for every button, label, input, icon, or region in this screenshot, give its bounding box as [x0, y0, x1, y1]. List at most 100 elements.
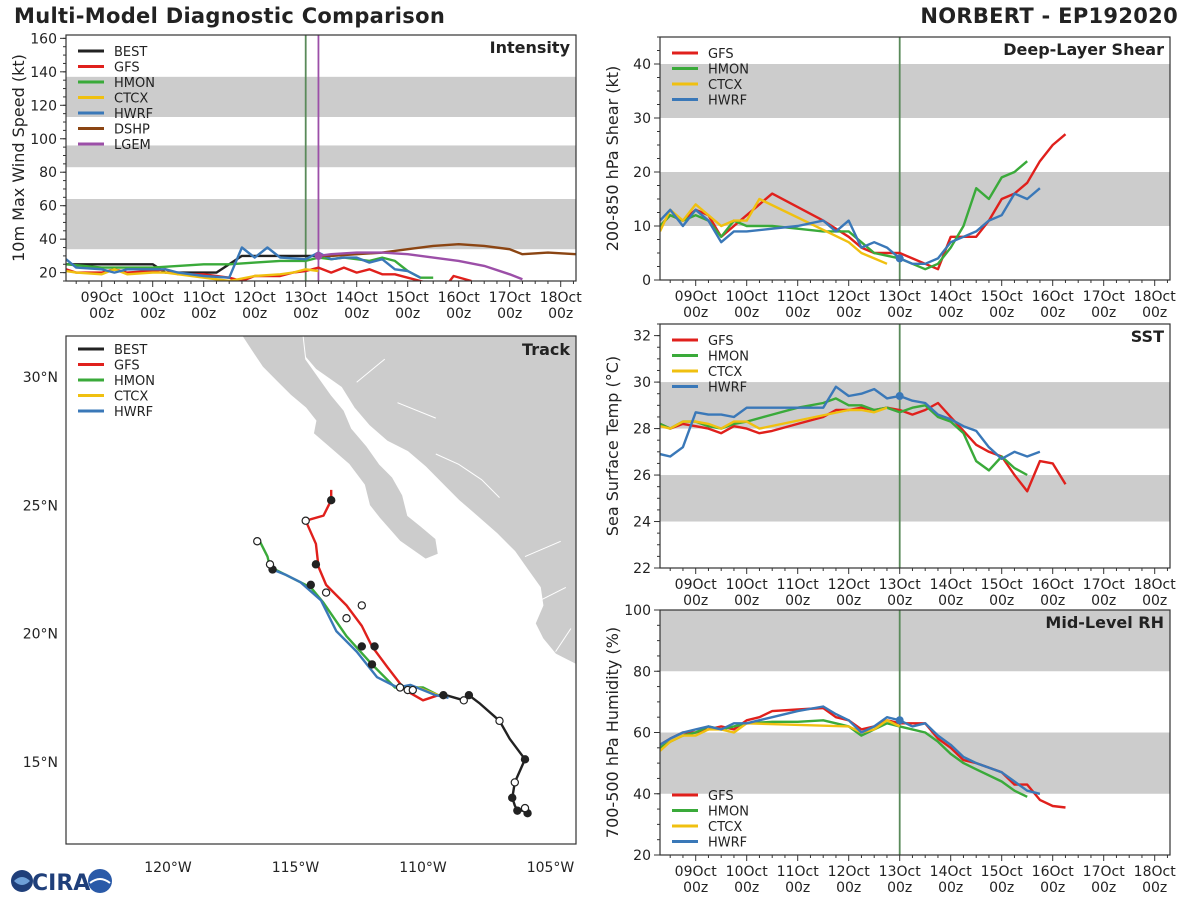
shear-series-ctcx	[660, 197, 888, 265]
rh-legend-label-hwrf: HWRF	[708, 836, 747, 851]
shear-title: Deep-Layer Shear	[1003, 40, 1164, 59]
shear-legend-label-hmon: HMON	[708, 63, 749, 78]
track-lon-label: 110°W	[399, 860, 447, 876]
rh-ytick-label: 40	[633, 787, 651, 803]
rh-xtick-label: 13Oct 00z	[879, 864, 922, 896]
rh-ytick-label: 60	[633, 726, 651, 742]
track-marker	[439, 690, 448, 700]
intensity-init-marker	[314, 251, 323, 260]
sst-title: SST	[1131, 327, 1164, 346]
sst-xtick-label: 14Oct 00z	[930, 577, 973, 609]
intensity-xtick-label: 18Oct 00z	[540, 290, 583, 322]
shear-init-marker	[895, 254, 904, 263]
track-legend-label-hwrf: HWRF	[114, 405, 153, 420]
intensity-title: Intensity	[490, 38, 571, 57]
track-marker	[459, 696, 468, 705]
shear-ytick-label: 40	[633, 57, 651, 73]
track-marker	[510, 778, 519, 787]
storm-title: NORBERT - EP192020	[920, 4, 1178, 28]
rh-xtick-label: 10Oct 00z	[726, 864, 769, 896]
track-lon-label: 115°W	[272, 860, 320, 876]
shear-series-gfs	[660, 133, 1067, 271]
intensity-legend-label-best: BEST	[114, 45, 147, 60]
track-lon-label: 120°W	[144, 860, 192, 876]
track-state-border	[435, 453, 500, 498]
shear-ylabel: 200-850 hPa Shear (kt)	[603, 66, 622, 252]
sst-xtick-label: 09Oct 00z	[675, 577, 718, 609]
shear-series-hwrf	[660, 187, 1041, 265]
intensity-legend-label-lgem: LGEM	[114, 138, 151, 153]
rh-band	[660, 610, 1170, 672]
intensity-xtick-label: 11Oct 00z	[183, 290, 226, 322]
track-marker	[513, 806, 522, 815]
track-state-border	[356, 358, 386, 383]
sst-ytick-label: 22	[633, 561, 651, 577]
track-legend-label-ctcx: CTCX	[114, 390, 148, 405]
rh-xtick-label: 11Oct 00z	[777, 864, 820, 896]
shear-legend-label-ctcx: CTCX	[708, 78, 742, 93]
shear-xtick-label: 10Oct 00z	[726, 289, 769, 321]
intensity-xtick-label: 10Oct 00z	[132, 290, 175, 322]
shear-xtick-label: 13Oct 00z	[879, 289, 922, 321]
rh-xtick-label: 14Oct 00z	[930, 864, 973, 896]
intensity-legend-label-gfs: GFS	[114, 61, 140, 76]
track-state-border	[540, 586, 567, 601]
intensity-series-lgem	[318, 251, 523, 281]
track-land-baja	[241, 336, 439, 560]
sst-legend-label-hwrf: HWRF	[708, 381, 747, 396]
track-lat-label: 30°N	[23, 370, 58, 386]
track-lat-label: 25°N	[23, 498, 58, 514]
intensity-ytick-label: 100	[30, 132, 57, 148]
track-title: Track	[522, 340, 570, 359]
intensity-xtick-label: 13Oct 00z	[285, 290, 328, 322]
rh-legend-label-ctcx: CTCX	[708, 820, 742, 835]
logo-text: CIRA	[32, 871, 90, 896]
track-marker	[367, 660, 377, 669]
sst-init-marker	[895, 392, 904, 401]
track-frame	[65, 335, 577, 845]
sst-series-hwrf	[660, 385, 1041, 460]
figure-title: Multi-Model Diagnostic Comparison	[14, 4, 446, 28]
shear-xtick-label: 17Oct 00z	[1083, 289, 1126, 321]
rh-ytick-label: 20	[633, 848, 651, 864]
shear-xtick-label: 14Oct 00z	[930, 289, 973, 321]
track-marker	[253, 537, 262, 546]
intensity-xtick-label: 17Oct 00z	[489, 290, 532, 322]
sst-xtick-label: 10Oct 00z	[726, 577, 769, 609]
sst-plot-bg	[660, 324, 1170, 568]
intensity-xtick-label: 12Oct 00z	[234, 290, 277, 322]
logo-badge-icon	[88, 869, 112, 893]
track-marker	[311, 560, 321, 569]
track-legend-label-hmon: HMON	[114, 374, 155, 389]
sst-legend-label-gfs: GFS	[708, 334, 734, 349]
rh-band	[660, 732, 1170, 794]
track-marker	[395, 683, 405, 692]
track-marker	[495, 716, 504, 726]
sst-legend-label-ctcx: CTCX	[708, 365, 742, 380]
rh-xtick-label: 16Oct 00z	[1032, 864, 1075, 896]
track-marker	[357, 601, 366, 610]
shear-xtick-label: 11Oct 00z	[777, 289, 820, 321]
sst-frame	[659, 323, 1171, 569]
shear-xtick-label: 16Oct 00z	[1032, 289, 1075, 321]
intensity-series-ctcx	[66, 268, 319, 281]
rh-xtick-label: 18Oct 00z	[1134, 864, 1177, 896]
intensity-ytick-label: 160	[30, 31, 57, 47]
shear-band	[660, 64, 1170, 118]
track-land-mainland	[297, 336, 576, 665]
track-marker	[508, 793, 517, 803]
track-state-border	[555, 628, 572, 652]
rh-title: Mid-Level RH	[1045, 613, 1164, 632]
sst-xtick-label: 16Oct 00z	[1032, 577, 1075, 609]
sst-legend-label-hmon: HMON	[708, 350, 749, 365]
rh-xtick-label: 17Oct 00z	[1083, 864, 1126, 896]
rh-ylabel: 700-500 hPa Humidity (%)	[603, 627, 622, 838]
sst-xtick-label: 15Oct 00z	[981, 577, 1024, 609]
shear-legend-label-hwrf: HWRF	[708, 94, 747, 109]
track-lat-label: 20°N	[23, 627, 58, 643]
